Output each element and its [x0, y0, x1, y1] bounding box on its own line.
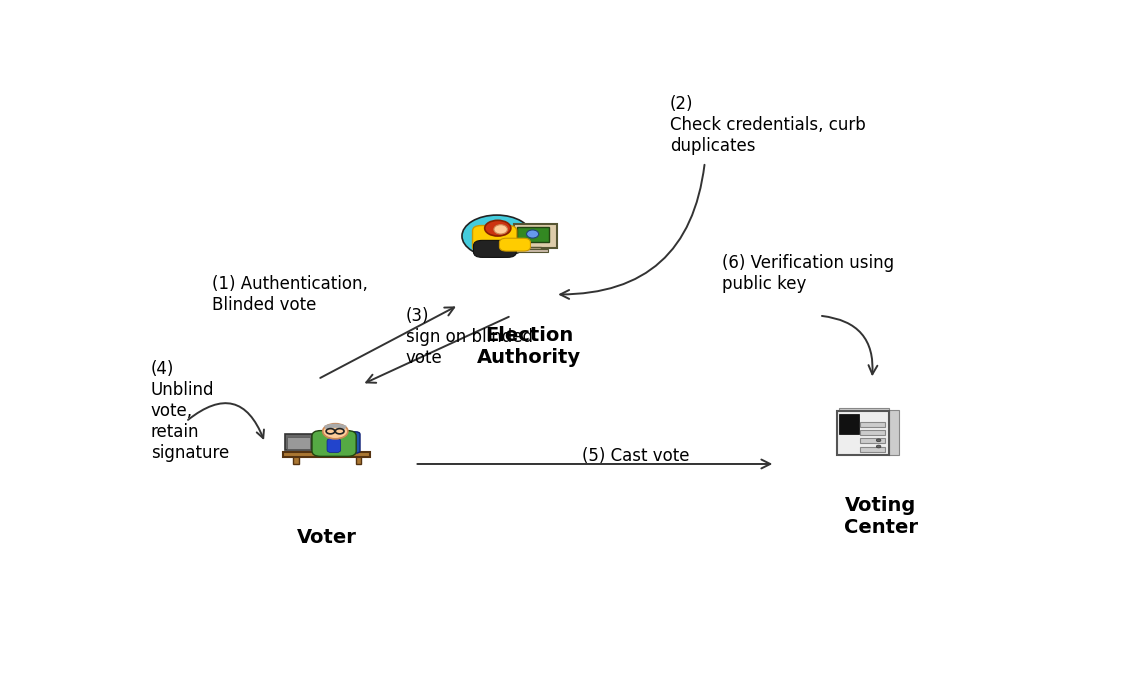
- FancyBboxPatch shape: [838, 411, 889, 455]
- FancyBboxPatch shape: [287, 437, 310, 449]
- FancyBboxPatch shape: [312, 431, 356, 456]
- Circle shape: [322, 424, 348, 439]
- Text: Election
Authority: Election Authority: [477, 326, 581, 367]
- Circle shape: [485, 220, 511, 236]
- FancyBboxPatch shape: [860, 422, 885, 427]
- FancyBboxPatch shape: [839, 407, 890, 412]
- Text: (3)
sign on blinded
vote: (3) sign on blinded vote: [406, 307, 532, 367]
- Text: (2)
Check credentials, curb
duplicates: (2) Check credentials, curb duplicates: [670, 95, 865, 155]
- FancyBboxPatch shape: [839, 413, 858, 434]
- Text: (1) Authentication,
Blinded vote: (1) Authentication, Blinded vote: [212, 275, 368, 314]
- FancyBboxPatch shape: [472, 226, 516, 252]
- FancyBboxPatch shape: [860, 438, 885, 443]
- FancyBboxPatch shape: [889, 410, 899, 455]
- Circle shape: [462, 215, 531, 257]
- FancyBboxPatch shape: [860, 447, 885, 451]
- FancyBboxPatch shape: [293, 456, 299, 464]
- FancyBboxPatch shape: [286, 434, 312, 451]
- FancyBboxPatch shape: [499, 238, 530, 251]
- Text: (5) Cast vote: (5) Cast vote: [582, 447, 689, 465]
- FancyBboxPatch shape: [514, 224, 557, 248]
- Text: (4)
Unblind
vote,
retain
signature: (4) Unblind vote, retain signature: [151, 361, 229, 462]
- Text: Voting
Center: Voting Center: [843, 496, 918, 537]
- FancyBboxPatch shape: [327, 438, 340, 453]
- FancyBboxPatch shape: [344, 432, 360, 453]
- FancyBboxPatch shape: [518, 227, 548, 242]
- FancyBboxPatch shape: [860, 430, 885, 435]
- Ellipse shape: [527, 230, 539, 238]
- FancyBboxPatch shape: [473, 240, 516, 257]
- Ellipse shape: [494, 225, 507, 234]
- FancyBboxPatch shape: [514, 248, 547, 252]
- Circle shape: [876, 439, 881, 442]
- FancyBboxPatch shape: [283, 451, 370, 457]
- Circle shape: [876, 445, 881, 448]
- FancyBboxPatch shape: [355, 456, 361, 464]
- Text: Voter: Voter: [296, 528, 356, 546]
- Text: (6) Verification using
public key: (6) Verification using public key: [723, 254, 894, 292]
- FancyBboxPatch shape: [527, 247, 541, 250]
